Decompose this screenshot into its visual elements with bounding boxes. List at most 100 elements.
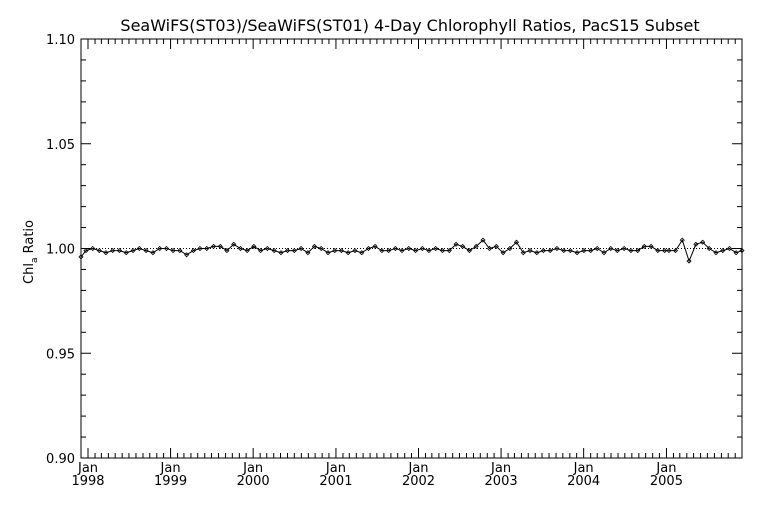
data-point (621, 245, 627, 252)
data-point (136, 245, 142, 252)
data-point (493, 243, 499, 249)
data-point (706, 245, 712, 252)
data-point (359, 250, 365, 256)
data-point (480, 237, 486, 243)
data-point (686, 258, 692, 264)
data-point (713, 250, 719, 256)
data-point (177, 248, 183, 254)
x-tick-month: Jan (407, 461, 428, 476)
data-point (460, 243, 466, 249)
chart-title: SeaWiFS(ST03)/SeaWiFS(ST01) 4-Day Chloro… (120, 16, 699, 35)
data-point (157, 245, 163, 252)
data-point (700, 239, 706, 245)
data-point (614, 248, 620, 254)
data-point (567, 248, 573, 254)
data-point (513, 239, 520, 245)
data-point (345, 250, 351, 256)
data-point (224, 248, 230, 254)
data-point (453, 241, 459, 247)
data-point (641, 243, 647, 249)
data-point (365, 245, 372, 252)
data-point (399, 248, 405, 254)
data-point (123, 250, 129, 256)
x-tick-year: 2002 (402, 474, 435, 489)
data-point (103, 250, 109, 256)
x-tick-month: Jan (325, 461, 346, 476)
x-tick-month: Jan (490, 461, 511, 476)
data-point (217, 243, 223, 249)
data-point (325, 250, 331, 256)
data-point (655, 248, 661, 254)
data-point (271, 248, 277, 254)
data-point (338, 248, 344, 254)
data-point (662, 248, 668, 254)
data-point (163, 245, 170, 252)
data-point (83, 248, 89, 254)
data-point (372, 243, 378, 249)
y-axis-ticks: 0.90 0.95 1.00 1.05 1.10 (46, 33, 742, 467)
data-point (446, 248, 452, 254)
series-points (78, 237, 745, 264)
data-point (726, 245, 733, 252)
data-point (561, 248, 567, 254)
data-point (594, 245, 600, 252)
data-point (608, 245, 614, 252)
data-point (739, 248, 745, 254)
data-point (386, 248, 392, 254)
data-point (554, 245, 560, 252)
x-tick-month: Jan (573, 461, 594, 476)
data-point (426, 248, 432, 254)
y-tick-label: 1.05 (46, 138, 75, 153)
data-point (693, 241, 699, 247)
x-tick-year: 2000 (237, 474, 270, 489)
data-point (527, 248, 533, 254)
y-tick-label: 1.00 (46, 243, 75, 258)
data-point (96, 248, 102, 254)
data-point (78, 254, 84, 260)
data-point (473, 243, 479, 249)
y-axis-label-main: Chl (22, 263, 37, 284)
data-point (298, 245, 304, 252)
data-point (184, 252, 190, 258)
data-point (720, 248, 726, 254)
data-point (264, 245, 270, 252)
data-point (406, 245, 412, 252)
data-point (419, 245, 425, 252)
data-point (110, 248, 116, 254)
x-tick-year: 2004 (567, 474, 600, 489)
data-point (291, 248, 297, 254)
data-point (278, 250, 284, 256)
data-point (237, 245, 244, 252)
data-point (628, 248, 634, 254)
y-axis-label-suffix: Ratio (22, 220, 37, 258)
x-tick-month: Jan (77, 461, 98, 476)
data-point (379, 248, 385, 254)
data-point (231, 241, 237, 247)
data-point (116, 248, 123, 254)
data-point (197, 245, 203, 252)
data-point (635, 248, 641, 254)
data-point (581, 248, 587, 254)
data-point (311, 243, 318, 249)
y-axis-label: Chla Ratio (22, 220, 40, 284)
data-point (413, 248, 419, 254)
series-line (80, 238, 743, 263)
data-point (679, 237, 685, 243)
data-point (143, 248, 149, 254)
data-point (540, 248, 546, 254)
data-point (547, 248, 553, 254)
data-point (392, 245, 399, 252)
data-point (466, 248, 472, 254)
y-tick-label: 1.10 (46, 33, 75, 48)
data-point (352, 248, 358, 254)
data-point (648, 243, 654, 249)
data-point (305, 250, 311, 256)
x-tick-month: Jan (655, 461, 676, 476)
x-axis-ticks: Jan1998Jan1999Jan2000Jan2001Jan2002Jan20… (71, 39, 736, 489)
data-point (251, 243, 257, 249)
data-point (210, 243, 217, 249)
data-point (150, 250, 156, 256)
data-point (601, 250, 607, 256)
data-point (204, 245, 210, 252)
